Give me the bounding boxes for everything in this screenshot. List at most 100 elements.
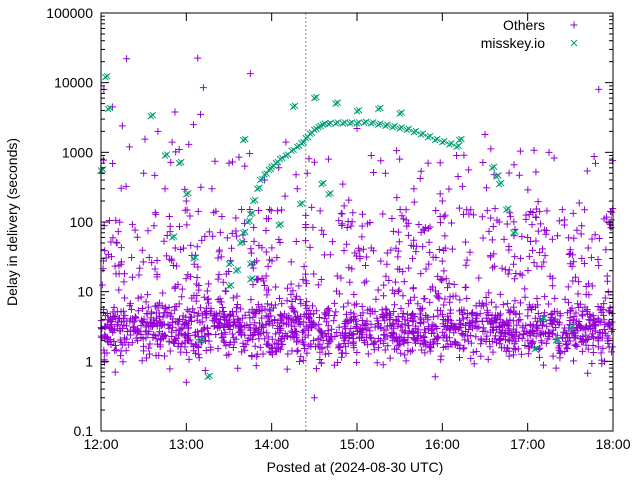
others-point — [442, 325, 450, 333]
others-point — [511, 275, 519, 283]
others-point — [105, 324, 113, 332]
others-point — [182, 378, 190, 386]
others-point — [299, 339, 307, 347]
others-point — [177, 245, 185, 253]
x-tick-label: 13:00 — [169, 436, 204, 452]
others-point — [555, 319, 563, 327]
others-point — [396, 205, 404, 213]
plot-area — [101, 13, 613, 431]
others-point — [142, 334, 150, 342]
others-point — [497, 329, 505, 337]
others-point — [391, 278, 399, 286]
others-point — [334, 359, 342, 367]
others-point — [238, 206, 246, 214]
others-point — [288, 322, 296, 330]
others-point — [287, 280, 295, 288]
others-point — [500, 235, 508, 243]
others-point — [275, 235, 283, 243]
others-point — [466, 321, 474, 329]
others-point — [542, 339, 550, 347]
others-point — [489, 323, 497, 331]
others-point — [512, 337, 520, 345]
others-point — [358, 233, 366, 241]
others-point — [181, 320, 189, 328]
misskey-point — [239, 229, 247, 237]
others-point — [472, 312, 480, 320]
others-point — [139, 305, 147, 313]
others-point — [438, 276, 446, 284]
misskey-point — [247, 260, 254, 268]
others-point — [532, 237, 540, 245]
others-point — [529, 321, 537, 329]
others-point — [284, 315, 292, 323]
others-point — [389, 320, 397, 328]
others-point — [250, 223, 258, 231]
misskey-point — [199, 336, 206, 343]
others-point — [295, 282, 303, 290]
others-point — [482, 184, 490, 192]
others-point — [467, 332, 475, 340]
others-point — [259, 323, 267, 331]
others-point — [193, 243, 201, 251]
others-point — [174, 320, 182, 328]
others-point — [110, 338, 118, 346]
others-point — [273, 254, 281, 262]
others-point — [194, 207, 202, 215]
others-point — [504, 270, 512, 278]
others-point — [236, 319, 244, 327]
others-point — [335, 217, 343, 225]
others-point — [147, 323, 155, 331]
others-point — [209, 232, 217, 240]
others-point — [524, 312, 532, 320]
others-point — [115, 262, 123, 270]
others-point — [296, 357, 304, 365]
others-point — [283, 365, 291, 373]
others-point — [197, 304, 205, 312]
others-point — [267, 349, 275, 357]
others-point — [431, 373, 439, 381]
others-point — [605, 308, 613, 316]
misskey-point — [503, 206, 510, 214]
others-point — [399, 309, 407, 317]
others-point — [575, 278, 583, 286]
others-point — [461, 284, 469, 292]
others-point — [303, 349, 311, 357]
others-point — [168, 319, 176, 327]
misskey-point — [275, 221, 283, 229]
others-point — [223, 234, 231, 242]
others-point — [283, 297, 291, 305]
others-point — [377, 337, 385, 345]
others-point — [137, 322, 145, 330]
others-point — [532, 214, 540, 222]
others-point — [551, 294, 559, 302]
others-point — [348, 265, 356, 273]
others-point — [543, 207, 551, 215]
others-point — [553, 232, 561, 240]
others-point — [216, 309, 224, 317]
others-point — [578, 222, 586, 230]
others-point — [608, 348, 616, 356]
others-point — [556, 310, 564, 318]
others-point — [176, 223, 184, 231]
others-point — [135, 271, 143, 279]
others-point — [322, 311, 330, 319]
others-point — [361, 261, 369, 269]
misskey-point — [439, 138, 446, 146]
others-point — [193, 291, 201, 299]
others-point — [303, 298, 311, 306]
others-point — [183, 348, 191, 356]
others-point — [395, 238, 403, 246]
y-tick-label: 0.1 — [74, 423, 94, 439]
others-point — [314, 342, 322, 350]
others-point — [569, 277, 577, 285]
others-point — [340, 247, 348, 255]
others-point — [387, 246, 395, 254]
y-tick-label: 1 — [85, 353, 93, 369]
others-point — [386, 315, 394, 323]
others-point — [404, 322, 412, 330]
others-point — [557, 348, 565, 356]
others-point — [437, 307, 445, 315]
y-tick-label: 100000 — [46, 5, 93, 21]
others-point — [303, 169, 311, 177]
others-point — [305, 315, 313, 323]
